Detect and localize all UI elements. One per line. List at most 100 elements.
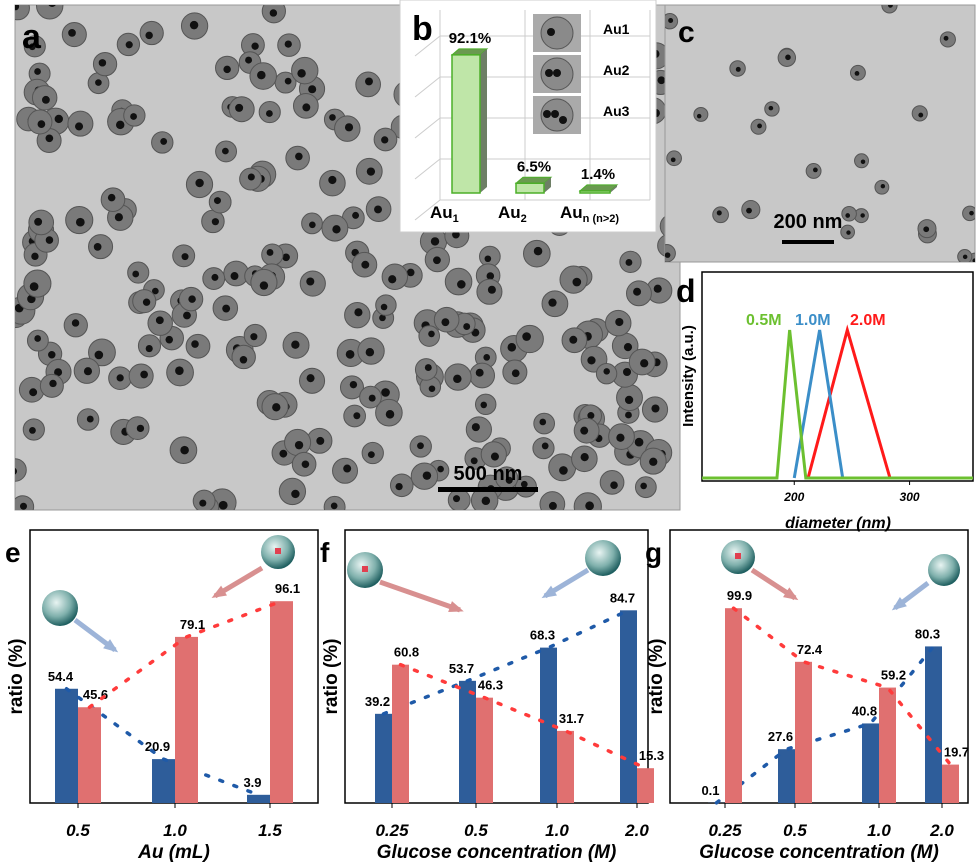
particle-shell: [23, 269, 52, 298]
gold-core: [428, 330, 435, 338]
gold-core: [768, 105, 774, 111]
gold-core: [284, 40, 292, 48]
y-axis-label-d: Intensity (a.u.): [680, 325, 697, 427]
gold-core: [361, 260, 370, 269]
gold-core: [316, 436, 325, 445]
inset-label: Au2: [603, 62, 630, 78]
gold-core: [29, 388, 38, 397]
gold-core: [291, 489, 300, 499]
data-label: 0.1: [701, 783, 719, 798]
gold-core: [433, 256, 441, 265]
gold-core: [860, 213, 865, 218]
gold-core: [95, 79, 102, 86]
gold-core: [548, 298, 557, 307]
gold-core: [115, 120, 125, 130]
bar: [451, 54, 481, 194]
gold-core: [649, 457, 658, 466]
gold-core: [860, 159, 866, 165]
gold-core: [353, 412, 361, 420]
bar: [579, 190, 611, 194]
gold-core: [272, 403, 281, 412]
trend-line: [731, 606, 953, 767]
gold-core: [230, 272, 239, 280]
bar: [78, 707, 101, 803]
panel-c-tem: [664, 4, 976, 263]
gold-core: [490, 452, 499, 461]
panel-label-e: e: [5, 537, 21, 568]
gold-core: [235, 103, 244, 112]
particle-shell: [15, 458, 27, 482]
gold-core: [251, 42, 259, 50]
x-tick-label: Au1: [430, 203, 459, 225]
gold-core: [34, 335, 42, 342]
gold-core: [463, 323, 471, 330]
data-label: 59.2: [881, 668, 906, 683]
gold-core: [367, 451, 375, 459]
gold-core: [716, 210, 722, 216]
x-tick-label: 1.0: [545, 821, 569, 840]
bar: [862, 723, 879, 803]
data-label: 3.9: [243, 775, 261, 790]
gold-core: [160, 138, 168, 145]
gold-core: [114, 213, 123, 222]
particle-shell: [35, 5, 64, 20]
gold-core: [352, 211, 360, 219]
inset-core: [543, 110, 551, 118]
gold-core: [430, 237, 440, 246]
x-tick-label: 1.5: [258, 821, 282, 840]
gold-core: [31, 252, 39, 261]
gold-core: [610, 481, 618, 489]
data-label: 53.7: [449, 661, 474, 676]
gold-core: [142, 298, 151, 306]
gold-core: [395, 482, 403, 491]
gold-core: [757, 123, 762, 129]
inset-core: [559, 116, 567, 124]
gold-core: [294, 440, 304, 450]
bar: [375, 713, 392, 803]
gold-core: [572, 277, 582, 287]
gold-core: [368, 394, 376, 402]
gold-core: [279, 449, 288, 458]
gold-core: [452, 230, 460, 239]
gold-core: [291, 340, 300, 349]
bar: [459, 680, 476, 803]
gold-core: [223, 65, 231, 74]
scale-bar-c: [782, 240, 834, 244]
gold-core: [972, 258, 975, 262]
arrow-head: [541, 585, 557, 599]
gold-core: [480, 401, 488, 409]
data-label: 99.9: [727, 588, 752, 603]
gold-core: [247, 173, 255, 181]
bar: [540, 647, 557, 803]
gold-core: [486, 272, 495, 280]
gold-core: [302, 103, 311, 112]
gold-core: [188, 295, 196, 303]
gold-core: [380, 303, 388, 311]
gold-core: [539, 418, 547, 426]
gold-core: [417, 442, 424, 450]
trend-line: [87, 599, 284, 709]
particle-shell: [15, 5, 30, 21]
gold-core: [453, 374, 462, 384]
gold-core: [83, 367, 93, 376]
inset-core: [547, 28, 555, 36]
gold-core: [195, 178, 204, 188]
gold-core: [507, 343, 517, 352]
bar: [392, 664, 409, 803]
gold-core: [48, 350, 56, 359]
gold-core: [505, 476, 513, 484]
x-tick-label: 0.25: [375, 821, 409, 840]
panel-label-g: g: [645, 537, 662, 568]
tem-background: [664, 4, 976, 263]
gold-core: [969, 210, 974, 216]
gold-core: [189, 20, 199, 30]
gold-core: [330, 502, 338, 510]
gold-core: [580, 452, 589, 462]
gridline: [414, 158, 441, 180]
x-tick-label: 0.5: [464, 821, 488, 840]
trend-line: [714, 644, 936, 805]
gold-core: [48, 5, 56, 8]
arrow-head: [211, 585, 227, 599]
gold-core: [587, 356, 596, 365]
sphere-icon: [42, 590, 78, 626]
